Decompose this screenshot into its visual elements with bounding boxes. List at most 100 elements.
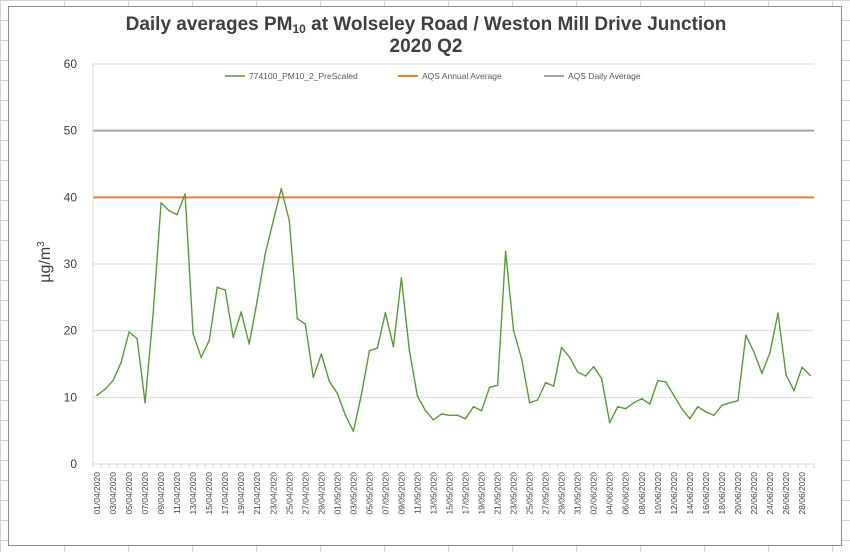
x-tick-label: 15/05/2020 bbox=[444, 472, 454, 515]
data-point bbox=[464, 417, 467, 420]
x-tick-label: 25/04/2020 bbox=[284, 472, 294, 515]
y-tick-label-10: 10 bbox=[64, 390, 78, 404]
data-point bbox=[264, 253, 267, 255]
data-point bbox=[640, 397, 643, 400]
data-point bbox=[376, 347, 379, 349]
data-point bbox=[176, 213, 178, 216]
data-point bbox=[424, 409, 427, 412]
data-point bbox=[737, 399, 739, 402]
data-point bbox=[592, 365, 595, 368]
x-tick-label: 09/05/2020 bbox=[396, 472, 406, 515]
data-point bbox=[312, 376, 315, 379]
x-tick-label: 29/04/2020 bbox=[316, 472, 326, 515]
y-tick-label-30: 30 bbox=[64, 257, 78, 271]
x-tick-label: 25/05/2020 bbox=[525, 472, 535, 515]
y-tick-label-40: 40 bbox=[64, 190, 78, 204]
data-point bbox=[296, 317, 299, 320]
data-point bbox=[392, 345, 395, 348]
data-point bbox=[336, 392, 339, 395]
data-point bbox=[144, 401, 146, 404]
data-point bbox=[400, 277, 403, 279]
x-tick-label: 05/05/2020 bbox=[364, 472, 374, 515]
x-tick-label: 24/06/2020 bbox=[765, 472, 775, 515]
x-tick-label: 26/06/2020 bbox=[781, 472, 791, 515]
x-tick-label: 13/04/2020 bbox=[188, 472, 198, 515]
data-point bbox=[472, 405, 475, 408]
data-point bbox=[456, 414, 459, 417]
x-tick-label: 03/04/2020 bbox=[108, 472, 118, 515]
data-point bbox=[600, 377, 603, 380]
data-point bbox=[240, 311, 243, 313]
data-point bbox=[801, 366, 803, 369]
title-subscript: 10 bbox=[292, 22, 306, 36]
x-tick-label: 22/06/2020 bbox=[749, 472, 759, 515]
data-point bbox=[408, 349, 411, 352]
x-tick-label: 21/04/2020 bbox=[252, 472, 262, 515]
data-point bbox=[560, 346, 563, 349]
data-point bbox=[777, 312, 779, 315]
data-point bbox=[384, 311, 387, 314]
x-tick-label: 18/06/2020 bbox=[717, 472, 727, 515]
data-point bbox=[288, 219, 291, 222]
x-tick-label: 27/04/2020 bbox=[300, 472, 310, 515]
x-tick-label: 29/05/2020 bbox=[557, 472, 567, 515]
data-point bbox=[352, 430, 355, 433]
data-point bbox=[272, 219, 275, 222]
data-point bbox=[200, 356, 202, 359]
title-text-suffix: at Wolseley Road / Weston Mill Drive Jun… bbox=[305, 14, 727, 35]
legend-item-daily: AQS Daily Average bbox=[544, 71, 641, 81]
data-point bbox=[104, 388, 106, 391]
data-point bbox=[664, 381, 667, 383]
chart-area[interactable]: Daily averages PM10 at Wolseley Road / W… bbox=[8, 6, 842, 546]
x-tick-label: 07/05/2020 bbox=[380, 472, 390, 515]
data-point bbox=[584, 375, 587, 377]
data-point bbox=[216, 286, 218, 289]
data-point bbox=[689, 417, 691, 420]
data-point bbox=[745, 334, 747, 337]
x-tick-label: 17/05/2020 bbox=[461, 472, 471, 515]
x-tick-label: 23/04/2020 bbox=[268, 472, 278, 515]
data-point bbox=[536, 399, 539, 401]
x-tick-label: 05/04/2020 bbox=[124, 472, 134, 515]
x-tick-label: 23/05/2020 bbox=[509, 472, 519, 515]
axes bbox=[92, 64, 815, 468]
legend-label: 774100_PM10_2_PreScaled bbox=[249, 71, 358, 81]
data-point bbox=[232, 336, 234, 339]
data-point bbox=[528, 401, 531, 404]
x-tick-label: 11/05/2020 bbox=[412, 472, 422, 514]
data-point bbox=[360, 393, 363, 396]
data-point bbox=[705, 411, 707, 413]
title-text-prefix: Daily averages PM bbox=[125, 14, 293, 35]
x-tick-label: 01/05/2020 bbox=[332, 472, 342, 515]
data-point bbox=[656, 379, 659, 382]
data-point bbox=[368, 349, 371, 352]
x-tick-label: 16/06/2020 bbox=[701, 472, 711, 515]
x-tick-label: 03/05/2020 bbox=[348, 472, 358, 515]
x-tick-label: 19/05/2020 bbox=[477, 472, 487, 515]
data-point bbox=[256, 299, 259, 302]
data-point bbox=[416, 395, 419, 397]
data-point bbox=[160, 201, 162, 204]
legend-item-annual: AQS Annual Average bbox=[398, 71, 502, 81]
data-point bbox=[552, 385, 555, 387]
data-point bbox=[280, 187, 283, 190]
data-point bbox=[248, 343, 251, 345]
x-tick-label: 21/05/2020 bbox=[493, 472, 503, 515]
data-point bbox=[544, 381, 547, 384]
series-group bbox=[96, 187, 811, 433]
data-point bbox=[120, 361, 122, 364]
data-point bbox=[184, 193, 186, 195]
x-tick-label: 10/06/2020 bbox=[653, 472, 663, 515]
legend-label: AQS Annual Average bbox=[422, 71, 502, 81]
chart-title-line2: 2020 Q2 bbox=[389, 36, 463, 57]
data-point bbox=[568, 356, 571, 359]
data-point bbox=[632, 401, 635, 404]
y-tick-label-20: 20 bbox=[64, 324, 78, 338]
y-tick-label-60: 60 bbox=[64, 57, 78, 71]
x-tick-label: 11/04/2020 bbox=[172, 472, 182, 514]
series-line-pm10 bbox=[96, 187, 811, 432]
x-tick-label: 07/04/2020 bbox=[140, 472, 150, 515]
data-point bbox=[809, 374, 811, 377]
data-point bbox=[785, 373, 787, 376]
x-tick-label: 15/04/2020 bbox=[204, 472, 214, 515]
